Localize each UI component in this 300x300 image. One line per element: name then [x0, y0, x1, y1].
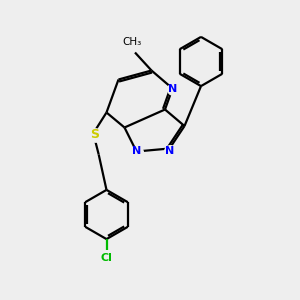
Text: N: N [168, 83, 177, 94]
Text: S: S [91, 128, 100, 142]
Text: Cl: Cl [100, 253, 112, 263]
Text: N: N [132, 146, 141, 157]
Text: N: N [166, 146, 175, 156]
Text: CH₃: CH₃ [122, 37, 142, 47]
